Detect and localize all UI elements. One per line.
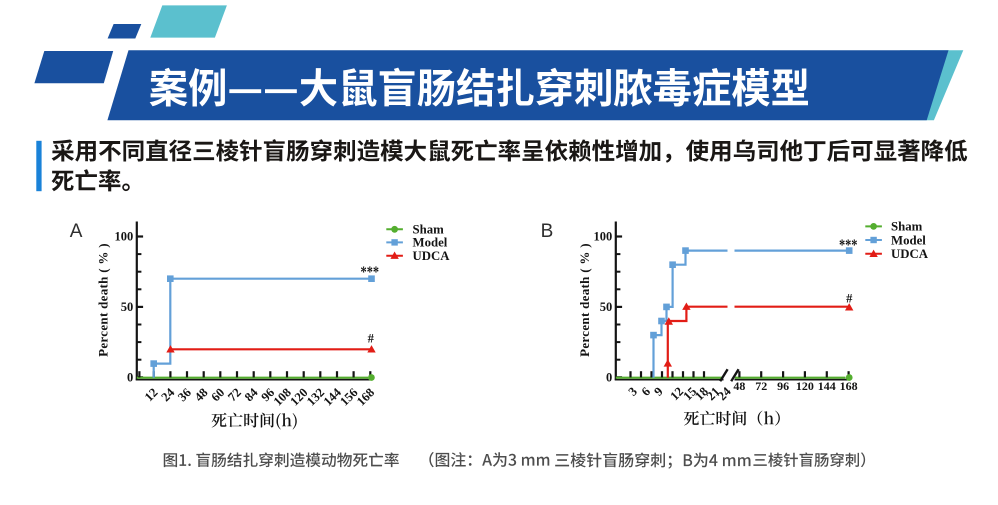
svg-text:0: 0 (606, 370, 612, 384)
svg-text:96: 96 (777, 379, 789, 393)
svg-text:Percent death ( % ): Percent death ( % ) (577, 243, 592, 357)
svg-text:100: 100 (115, 229, 134, 243)
svg-text:Model: Model (891, 233, 926, 247)
svg-text:50: 50 (121, 300, 134, 314)
svg-text:UDCA: UDCA (413, 249, 451, 263)
svg-text:UDCA: UDCA (891, 247, 929, 261)
svg-text:50: 50 (600, 300, 613, 314)
svg-text:144: 144 (818, 379, 836, 393)
svg-text:3: 3 (626, 384, 640, 398)
svg-text:Sham: Sham (413, 223, 445, 237)
svg-text:72: 72 (755, 379, 767, 393)
svg-text:24: 24 (715, 384, 734, 403)
svg-text:168: 168 (354, 385, 377, 408)
svg-text:B: B (541, 221, 554, 242)
svg-text:Model: Model (413, 236, 448, 250)
svg-text:120: 120 (796, 379, 814, 393)
svg-text:#: # (846, 292, 853, 306)
svg-text:9: 9 (651, 384, 665, 398)
svg-text:0: 0 (127, 370, 133, 384)
svg-text:***: *** (839, 237, 858, 254)
svg-text:48: 48 (733, 379, 745, 393)
svg-text:6: 6 (639, 384, 653, 398)
svg-text:#: # (368, 332, 375, 346)
svg-text:Percent death ( % ): Percent death ( % ) (96, 243, 111, 357)
svg-text:100: 100 (594, 229, 613, 243)
svg-text:Sham: Sham (891, 220, 923, 234)
svg-text:A: A (70, 221, 83, 242)
svg-text:***: *** (361, 264, 380, 281)
svg-text:168: 168 (840, 379, 858, 393)
